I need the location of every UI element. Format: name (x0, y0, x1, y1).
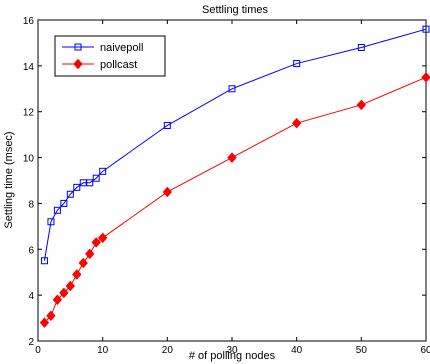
pollcast-point (85, 248, 95, 260)
y-tick-label: 8 (28, 199, 34, 210)
x-tick-label: 20 (162, 345, 174, 356)
y-tick-label: 6 (28, 245, 34, 256)
x-axis-label: # of polling nodes (189, 350, 276, 362)
naivepoll-point (86, 179, 94, 187)
x-tick-label: 40 (291, 345, 303, 356)
naivepoll-line (43, 28, 427, 261)
y-tick-label: 16 (23, 16, 35, 27)
x-tick-label: 60 (420, 345, 430, 356)
y-tick-label: 4 (28, 291, 34, 302)
series-naivepoll (40, 25, 430, 265)
legend-label-naivepoll: naivepoll (100, 42, 143, 54)
legend-label-pollcast: pollcast (100, 59, 137, 71)
pollcast-point (421, 72, 430, 83)
naivepoll-point (228, 85, 236, 93)
naivepoll-point (357, 44, 365, 52)
pollcast-point (78, 257, 88, 269)
naivepoll-point (293, 60, 301, 68)
x-tick-label: 30 (226, 345, 238, 356)
chart-title: Settling times (202, 4, 269, 16)
y-tick-label: 2 (28, 337, 34, 348)
x-tick-label: 50 (356, 345, 368, 356)
pollcast-point (291, 117, 302, 129)
legend-marker-naivepoll (74, 43, 82, 51)
series-layer (39, 25, 430, 328)
pollcast-point (46, 310, 56, 322)
legend: naivepoll pollcast (54, 35, 166, 77)
naivepoll-point (99, 167, 107, 175)
pollcast-point (97, 232, 108, 244)
y-axis: 2 4 6 8 10 12 14 16 (23, 16, 426, 348)
pollcast-point (72, 269, 82, 280)
legend-box (54, 35, 166, 77)
y-tick-label: 12 (23, 108, 35, 119)
y-axis-label: Settling time (msec) (3, 131, 15, 228)
legend-marker-pollcast (73, 58, 83, 70)
x-tick-label: 0 (35, 345, 41, 356)
naivepoll-point (47, 218, 55, 226)
naivepoll-point (422, 25, 430, 33)
naivepoll-point (66, 190, 74, 198)
x-axis: 0 10 20 30 40 50 60 (35, 20, 430, 356)
series-pollcast (39, 72, 430, 328)
pollcast-point (356, 99, 367, 111)
naivepoll-point (92, 174, 100, 182)
y-tick-label: 14 (23, 62, 35, 73)
naivepoll-point (163, 121, 171, 129)
pollcast-point (39, 317, 50, 328)
pollcast-line (44, 76, 427, 323)
naivepoll-point (40, 257, 48, 265)
naivepoll-point (73, 183, 81, 191)
x-tick-label: 10 (97, 345, 109, 356)
pollcast-point (59, 287, 69, 299)
naivepoll-point (60, 199, 68, 207)
pollcast-point (91, 237, 101, 248)
pollcast-point (162, 186, 173, 198)
y-tick-label: 10 (23, 154, 35, 165)
naivepoll-point (53, 206, 61, 214)
pollcast-point (52, 294, 63, 305)
pollcast-point (227, 152, 237, 163)
pollcast-point (65, 280, 76, 292)
